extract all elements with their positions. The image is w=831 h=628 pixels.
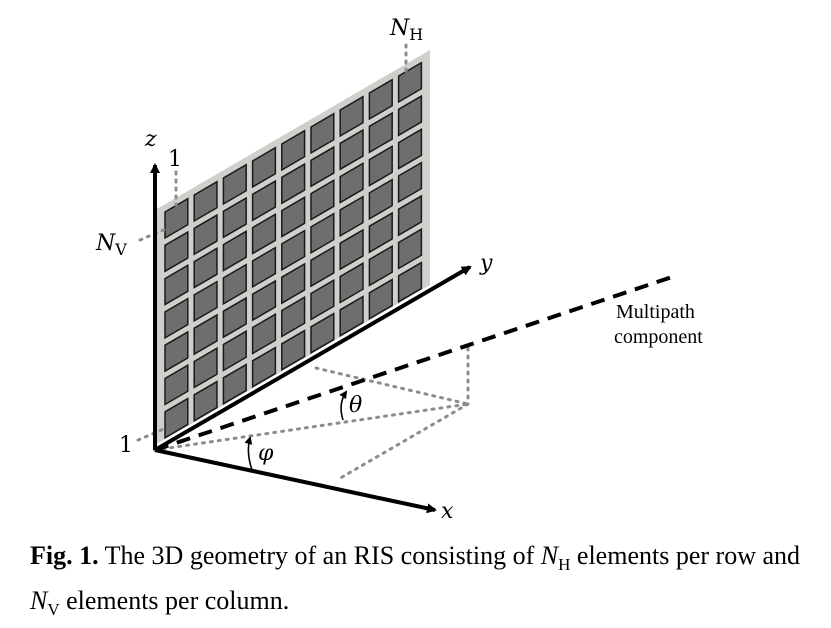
caption-figure-label: Fig. 1. [30, 541, 99, 570]
ris-geometry-diagram: z y x 1 1 NH NV θ φ Multipath component [95, 16, 703, 524]
ris-element [281, 162, 306, 205]
ris-element-grid [164, 61, 423, 440]
ris-element [164, 397, 189, 440]
ris-element [339, 295, 364, 338]
projection-to-x [335, 402, 470, 482]
ris-element [310, 245, 335, 288]
ris-element [251, 146, 277, 189]
ris-element [368, 211, 393, 254]
theta-arc [339, 390, 348, 421]
ris-element [368, 278, 393, 321]
ris-element [193, 247, 218, 289]
x-axis-label: x [441, 499, 454, 524]
nv-label: NV [95, 231, 127, 259]
y-axis [153, 265, 472, 452]
ris-element [339, 162, 364, 204]
ris-element [281, 129, 306, 172]
caption-nv-sub: V [47, 600, 60, 620]
ris-element [310, 278, 335, 321]
phi-label: φ [258, 441, 274, 466]
ris-element [339, 95, 364, 138]
x-axis [154, 448, 437, 514]
ris-element [193, 346, 218, 389]
ris-element [397, 227, 423, 270]
caption-text-3: elements per column. [59, 586, 290, 616]
ris-element [397, 161, 423, 204]
phi-arc [244, 436, 253, 471]
ris-element [251, 312, 277, 355]
nh-label: NH [389, 16, 423, 44]
ris-element [310, 112, 335, 155]
projection-to-y [314, 366, 470, 406]
nh-label-base: N [389, 16, 410, 41]
ris-element [281, 229, 306, 272]
ris-element [310, 145, 335, 188]
ris-element [251, 279, 277, 322]
ris-element [222, 196, 247, 239]
ris-element [368, 178, 393, 221]
ris-element [281, 295, 306, 338]
nh-label-sub: H [409, 25, 423, 44]
ris-element [281, 262, 306, 305]
ris-element [310, 212, 335, 255]
ris-element [251, 346, 277, 389]
multipath-label-line2: component [614, 326, 703, 348]
ris-element [164, 297, 189, 340]
figure-caption: Fig. 1. The 3D geometry of an RIS consis… [30, 538, 820, 628]
ris-element [222, 329, 247, 372]
guide-bottom-one [136, 426, 168, 442]
theta-label: θ [349, 393, 362, 418]
projection-ground [153, 402, 470, 452]
ris-element [222, 230, 247, 272]
caption-text-1: The 3D geometry of an RIS consisting of [98, 541, 541, 570]
ris-element [164, 330, 189, 373]
caption-nh-sub: H [558, 555, 571, 575]
nv-label-sub: V [114, 240, 127, 259]
caption-nv-base: N [30, 586, 48, 616]
top-one-label: 1 [168, 147, 182, 172]
bottom-one-label: 1 [119, 433, 133, 458]
multipath-label-line1: Multipath [616, 301, 695, 323]
ris-element [310, 312, 335, 355]
ris-element [222, 296, 247, 339]
ris-element [339, 195, 364, 238]
ris-element [339, 128, 364, 171]
ris-element [164, 264, 189, 306]
ris-element [281, 196, 306, 238]
ris-element [397, 61, 423, 104]
ris-element [193, 313, 218, 356]
ris-element [397, 128, 423, 170]
caption-nh-base: N [540, 541, 559, 570]
ris-element [368, 78, 393, 121]
ris-element [222, 263, 247, 306]
ris-element [164, 230, 189, 273]
ris-element [368, 111, 393, 154]
ris-element [339, 261, 364, 304]
caption-text-2: elements per row and [570, 541, 801, 570]
ris-element [193, 213, 218, 256]
ris-element [222, 363, 247, 406]
ris-element [193, 180, 218, 223]
ris-element [164, 363, 189, 406]
ris-element [251, 213, 277, 255]
ris-element [193, 280, 218, 323]
ris-element [368, 244, 393, 287]
ris-element [310, 179, 335, 221]
ris-element [397, 94, 423, 137]
ris-element [397, 261, 423, 304]
nv-label-base: N [95, 231, 116, 256]
ris-element [193, 380, 218, 423]
ris-element [281, 329, 306, 372]
ris-element [368, 145, 393, 187]
y-axis-label: y [479, 251, 493, 276]
ris-element [397, 194, 423, 237]
ris-element [251, 179, 277, 222]
ris-element [222, 163, 247, 206]
ris-element [251, 246, 277, 289]
ris-element [339, 228, 364, 271]
z-axis-label: z [144, 127, 157, 152]
